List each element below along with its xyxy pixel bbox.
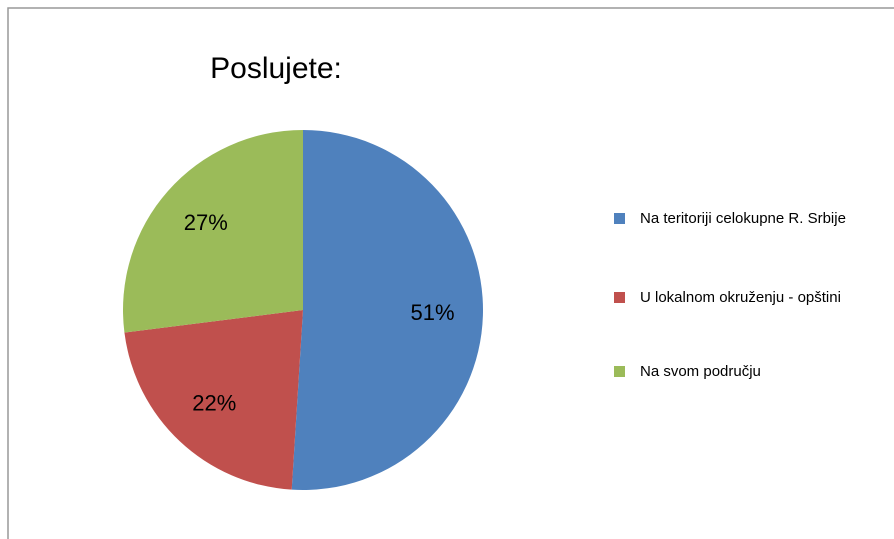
legend-swatch <box>614 366 625 377</box>
legend-label: Na svom području <box>640 363 761 380</box>
pie-slice <box>124 310 303 490</box>
pie-slice <box>291 130 484 491</box>
data-label: 51% <box>411 300 455 325</box>
frame <box>7 7 894 539</box>
chart-title: Poslujete: <box>210 52 342 85</box>
legend-label: Na teritoriji celokupne R. Srbije <box>640 210 846 227</box>
data-label: 22% <box>192 390 236 415</box>
legend-swatch <box>614 292 625 303</box>
legend-swatch <box>614 213 625 224</box>
data-label: 27% <box>184 210 228 235</box>
pie-slice <box>123 130 303 333</box>
legend-label: U lokalnom okruženju - opštini <box>640 289 841 306</box>
